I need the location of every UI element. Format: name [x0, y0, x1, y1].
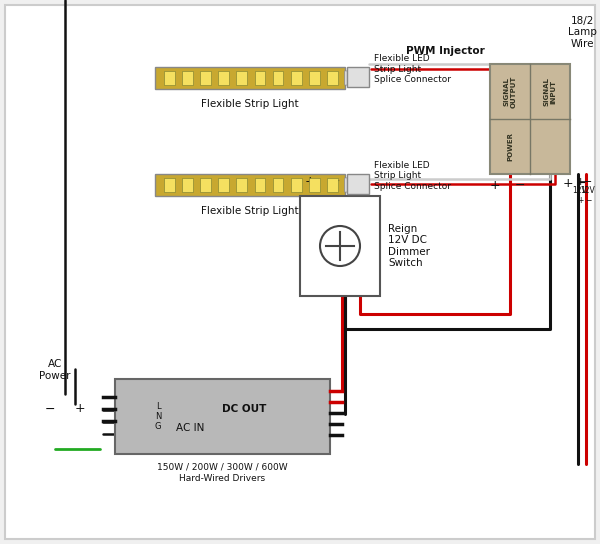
Text: −: − [583, 177, 593, 187]
FancyBboxPatch shape [344, 178, 359, 192]
Bar [236, 71, 247, 85]
FancyBboxPatch shape [344, 71, 359, 85]
Bar [218, 178, 229, 191]
Bar [291, 71, 302, 85]
Text: PWM Injector: PWM Injector [406, 46, 485, 56]
Text: +: + [305, 175, 316, 188]
Bar [300, 196, 380, 296]
Bar [291, 178, 302, 191]
Text: Flexible LED
Strip Light
Splice Connector: Flexible LED Strip Light Splice Connecto… [374, 161, 451, 191]
Text: DC OUT: DC OUT [222, 404, 266, 414]
Text: 18/2
Lamp
Wire: 18/2 Lamp Wire [568, 16, 596, 49]
Bar [155, 67, 345, 89]
Text: L
N
G: L N G [155, 401, 161, 431]
Text: −: − [330, 175, 340, 188]
Bar [272, 178, 283, 191]
Bar [327, 71, 338, 85]
Text: Flexible Strip Light: Flexible Strip Light [201, 206, 299, 216]
Bar [164, 178, 175, 191]
Bar [200, 71, 211, 85]
Text: 12V
−: 12V − [581, 186, 595, 206]
Text: SIGNAL
OUTPUT: SIGNAL OUTPUT [503, 75, 517, 108]
Bar [182, 178, 193, 191]
Text: −: − [45, 403, 55, 416]
Bar [309, 71, 320, 85]
Bar [164, 71, 175, 85]
Text: 150W / 200W / 300W / 600W: 150W / 200W / 300W / 600W [157, 462, 288, 471]
Text: Flexible LED
Strip Light
Splice Connector: Flexible LED Strip Light Splice Connecto… [374, 54, 451, 84]
Text: AC
Power: AC Power [39, 359, 71, 381]
Bar [218, 71, 229, 85]
Text: +: + [490, 179, 500, 192]
Bar [254, 71, 265, 85]
Bar [200, 178, 211, 191]
Text: Reign
12V DC
Dimmer
Switch: Reign 12V DC Dimmer Switch [388, 224, 430, 268]
Bar [115, 379, 330, 454]
Text: +: + [575, 177, 584, 187]
Bar [272, 71, 283, 85]
Bar [254, 178, 265, 191]
Text: SIGNAL
INPUT: SIGNAL INPUT [544, 77, 557, 106]
Bar [155, 174, 345, 196]
Text: AC IN: AC IN [176, 423, 205, 432]
Text: 12V
+: 12V + [572, 186, 587, 206]
Text: POWER: POWER [507, 132, 513, 161]
Text: +: + [74, 403, 85, 416]
Bar [347, 174, 369, 194]
Bar [327, 178, 338, 191]
Bar [309, 178, 320, 191]
Text: −: − [576, 177, 586, 190]
Text: −: − [515, 179, 525, 192]
Text: Hard-Wired Drivers: Hard-Wired Drivers [179, 474, 266, 483]
Text: +: + [563, 177, 574, 190]
Bar [236, 178, 247, 191]
Bar [347, 67, 369, 87]
Bar [182, 71, 193, 85]
Text: Flexible Strip Light: Flexible Strip Light [201, 99, 299, 109]
Bar [490, 64, 570, 174]
